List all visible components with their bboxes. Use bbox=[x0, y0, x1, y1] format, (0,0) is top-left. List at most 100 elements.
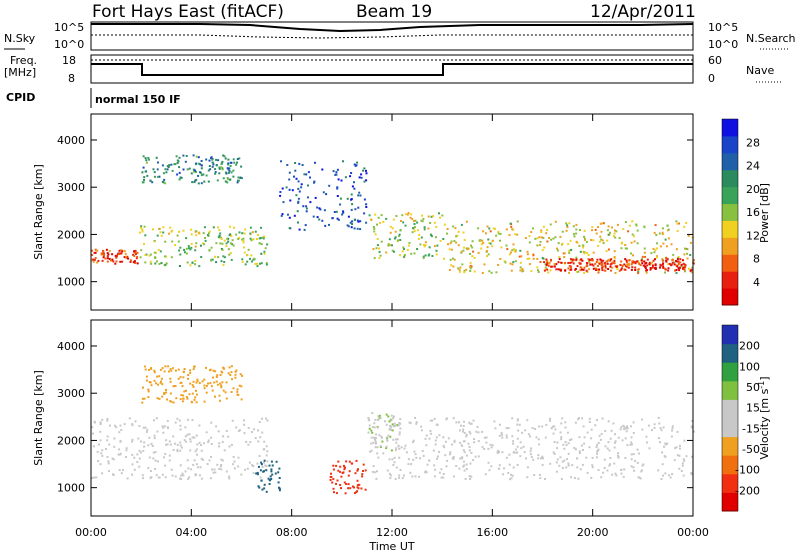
power-cell bbox=[581, 259, 584, 262]
velocity-cell bbox=[465, 433, 468, 436]
power-cell bbox=[378, 250, 381, 253]
velocity-cell bbox=[364, 469, 367, 472]
velocity-cell bbox=[154, 459, 157, 462]
velocity-cell bbox=[502, 473, 505, 476]
power-cell bbox=[656, 242, 658, 245]
power-cell bbox=[489, 230, 492, 233]
power-cell bbox=[100, 252, 103, 255]
y-tick-label: 1000 bbox=[57, 482, 85, 495]
power-cell bbox=[378, 247, 381, 250]
power-cell bbox=[469, 261, 472, 264]
power-cell bbox=[618, 269, 621, 272]
velocity-cell bbox=[477, 455, 480, 458]
power-cell bbox=[591, 226, 594, 229]
power-cell bbox=[573, 235, 576, 238]
velocity-cell bbox=[191, 384, 194, 387]
power-cell bbox=[149, 260, 152, 263]
velocity-cell bbox=[468, 430, 471, 433]
nsky-label: N.Sky bbox=[4, 32, 36, 45]
velocity-cell bbox=[556, 458, 559, 461]
power-cell bbox=[199, 244, 202, 247]
power-cell bbox=[458, 268, 461, 271]
power-cell bbox=[419, 243, 422, 246]
power-cell bbox=[587, 258, 590, 261]
power-cell bbox=[404, 224, 407, 227]
velocity-cell bbox=[203, 400, 206, 403]
power-cell bbox=[683, 270, 686, 273]
velocity-cell bbox=[385, 423, 388, 426]
power-cell bbox=[583, 252, 586, 255]
velocity-cell bbox=[560, 478, 563, 481]
velocity-cell bbox=[626, 427, 629, 430]
velocity-cell bbox=[184, 440, 187, 443]
power-cell bbox=[297, 197, 300, 200]
power-cell bbox=[488, 270, 491, 273]
velocity-cell bbox=[397, 424, 400, 427]
power-cell bbox=[595, 232, 598, 235]
velocity-cell bbox=[403, 474, 405, 477]
velocity-cell bbox=[465, 435, 468, 438]
velocity-cell bbox=[147, 396, 150, 399]
power-cell bbox=[322, 191, 325, 194]
velocity-cell bbox=[169, 400, 172, 403]
power-cell bbox=[240, 177, 243, 180]
power-cell bbox=[560, 261, 563, 264]
velocity-cell bbox=[594, 424, 597, 427]
power-cell bbox=[169, 226, 172, 229]
power-cell bbox=[583, 229, 586, 232]
power-cell bbox=[260, 243, 263, 246]
power-cell bbox=[143, 178, 145, 181]
power-cell bbox=[619, 263, 622, 266]
power-cell bbox=[486, 255, 488, 258]
velocity-cell bbox=[669, 476, 672, 479]
power-cell bbox=[563, 252, 566, 255]
power-cell bbox=[379, 221, 381, 224]
power-cell bbox=[513, 249, 516, 252]
power-cell bbox=[228, 253, 231, 256]
velocity-cell bbox=[463, 469, 466, 472]
power-cell bbox=[574, 267, 577, 270]
velocity-cell bbox=[340, 475, 343, 478]
power-cell bbox=[138, 231, 141, 234]
power-cell bbox=[294, 169, 297, 172]
power-cell bbox=[243, 246, 245, 249]
power-cell bbox=[223, 261, 226, 263]
power-cell bbox=[413, 220, 415, 222]
velocity-cell bbox=[180, 446, 183, 449]
power-cell bbox=[607, 268, 610, 270]
velocity-cell bbox=[505, 427, 508, 430]
velocity-cell bbox=[385, 413, 388, 416]
velocity-cell bbox=[260, 463, 263, 466]
power-cell bbox=[298, 162, 301, 165]
power-cell bbox=[188, 167, 191, 170]
velocity-cell bbox=[532, 458, 535, 461]
power-cell bbox=[561, 230, 564, 233]
power-cell bbox=[416, 248, 419, 250]
velocity-cell bbox=[118, 431, 121, 434]
velocity-cell bbox=[192, 368, 195, 371]
velocity-cell bbox=[633, 469, 636, 472]
power-cell bbox=[486, 225, 489, 228]
power-cell bbox=[376, 244, 379, 247]
velocity-cell bbox=[212, 369, 215, 372]
power-cell bbox=[557, 242, 560, 245]
power-cell bbox=[674, 269, 676, 272]
power-cell bbox=[230, 235, 233, 237]
nsearch-trace bbox=[91, 34, 693, 39]
velocity-cell bbox=[260, 479, 263, 482]
power-cell bbox=[197, 231, 200, 234]
velocity-cell bbox=[433, 464, 436, 467]
power-cell bbox=[624, 244, 627, 246]
velocity-cell bbox=[138, 425, 141, 427]
velocity-cell bbox=[336, 479, 339, 482]
velocity-cell bbox=[473, 438, 475, 440]
power-cell bbox=[450, 240, 453, 243]
power-cell bbox=[682, 259, 684, 262]
power-cell bbox=[536, 266, 539, 269]
power-cell bbox=[417, 237, 420, 240]
velocity-cell bbox=[396, 424, 399, 426]
power-cell bbox=[541, 257, 544, 259]
velocity-cell bbox=[93, 445, 95, 448]
velocity-cell bbox=[586, 431, 589, 434]
velocity-cell bbox=[444, 454, 447, 457]
